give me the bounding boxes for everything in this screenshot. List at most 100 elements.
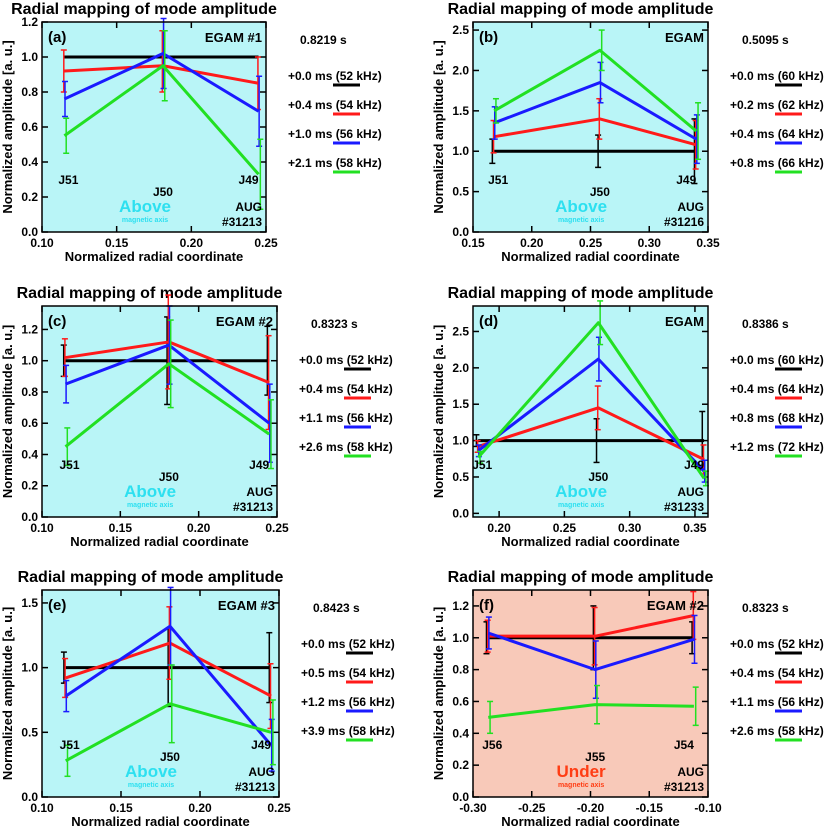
y-tick-label: 0.5 [21, 725, 38, 739]
x-tick-label: -0.25 [518, 801, 546, 815]
series-line [493, 117, 697, 147]
device-label: AUG [246, 485, 273, 499]
probe-label: J49 [684, 458, 704, 472]
y-tick-label: 0.8 [21, 385, 38, 399]
location-sub-label: magnetic axis [122, 217, 168, 224]
legend-entry: +0.0 ms (52 kHz) [730, 637, 824, 651]
y-tick-label: 0.2 [21, 190, 38, 204]
legend-entry: +0.4 ms (54 kHz) [730, 666, 824, 680]
plot-frame [41, 589, 280, 798]
legend-entry: +0.4 ms (54 kHz) [299, 382, 393, 396]
legend-entry: +2.6 ms (58 kHz) [730, 724, 824, 738]
series-line [493, 81, 698, 141]
legend-entry: +2.1 ms (58 kHz) [288, 156, 382, 170]
device-label: AUG [677, 485, 704, 499]
legend-entry: +1.2 ms (72 kHz) [730, 440, 824, 454]
legend-entry: +0.0 ms (52 kHz) [288, 69, 382, 83]
y-tick-label: 0.5 [452, 470, 469, 484]
shot-number: #31213 [235, 780, 275, 794]
time-label: 0.8386 s [742, 317, 789, 331]
series-green [63, 30, 264, 210]
x-axis-label: Normalized radial coordinate [65, 249, 243, 264]
y-tick-label: 0.0 [452, 790, 469, 804]
legend-entry: +0.4 ms (54 kHz) [288, 98, 382, 112]
mode-label: EGAM #3 [218, 598, 275, 613]
legend-entry: +0.0 ms (60 kHz) [730, 69, 824, 83]
location-sub-label: magnetic axis [128, 782, 174, 789]
series-line [64, 362, 271, 448]
series-line [488, 703, 694, 719]
series-green [492, 29, 702, 161]
series-line [63, 52, 260, 113]
time-label: 0.8219 s [300, 33, 347, 47]
device-label: AUG [248, 765, 275, 779]
probe-label: J56 [482, 738, 502, 752]
location-sub-label: magnetic axis [558, 782, 604, 789]
x-tick-label: 0.20 [180, 236, 204, 250]
x-tick-label: 0.15 [109, 521, 133, 535]
plot-frame [472, 21, 709, 233]
shot-number: #31233 [664, 500, 704, 514]
y-axis-label: Normalized amplitude [a. u.] [431, 607, 446, 780]
x-axis-label: Normalized radial coordinate [501, 249, 679, 264]
y-tick-label: 0.0 [21, 790, 38, 804]
y-tick-label: 1.5 [21, 596, 38, 610]
series-blue [62, 17, 263, 147]
legend-entry: +0.4 ms (64 kHz) [730, 382, 824, 396]
probe-label: J50 [588, 470, 608, 484]
location-sub-label: magnetic axis [127, 502, 173, 509]
x-tick-label: 0.20 [520, 236, 544, 250]
y-tick-label: 0.8 [21, 85, 38, 99]
series-line [487, 631, 695, 672]
series-line [63, 64, 260, 176]
series-line [477, 357, 706, 473]
x-tick-label: 0.30 [618, 521, 642, 535]
panel-title: Radial mapping of mode amplitude [11, 1, 277, 18]
location-sub-label: magnetic axis [558, 217, 604, 224]
panel-title: Radial mapping of mode amplitude [17, 285, 283, 302]
legend-entry: +3.9 ms (58 kHz) [301, 724, 395, 738]
x-tick-label: 0.20 [187, 521, 211, 535]
probe-label: J49 [249, 458, 269, 472]
y-tick-label: 0.2 [452, 758, 469, 772]
legend-entry: +0.0 ms (52 kHz) [301, 637, 395, 651]
probe-label: J51 [472, 458, 492, 472]
legend-entry: +0.8 ms (68 kHz) [730, 411, 824, 425]
panel-label: (d) [479, 313, 498, 330]
legend-entry: +0.8 ms (66 kHz) [730, 156, 824, 170]
y-tick-label: 1.0 [452, 631, 469, 645]
panel-title: Radial mapping of mode amplitude [448, 1, 714, 18]
legend-entry: +0.4 ms (64 kHz) [730, 127, 824, 141]
location-label: Above [555, 482, 607, 501]
panel-a: Radial mapping of mode amplitude 0.0 0.2 0.… [0, 1, 382, 264]
legend-entry: +0.2 ms (62 kHz) [730, 98, 824, 112]
time-label: 0.8423 s [313, 601, 360, 615]
time-label: 0.8323 s [311, 317, 358, 331]
y-tick-label: 1.0 [21, 354, 38, 368]
y-tick-label: 2.0 [452, 361, 469, 375]
x-tick-label: 0.25 [579, 236, 603, 250]
y-tick-label: 2.0 [452, 63, 469, 77]
y-tick-label: 0.2 [21, 479, 38, 493]
y-tick-label: 2.5 [452, 324, 469, 338]
y-tick-label: 1.0 [21, 661, 38, 675]
probe-label: J50 [153, 185, 173, 199]
series-line [477, 321, 706, 480]
x-tick-label: 0.25 [267, 801, 291, 815]
time-label: 0.8323 s [742, 601, 789, 615]
y-tick-label: 0.0 [452, 506, 469, 520]
legend-entry: +0.5 ms (54 kHz) [301, 666, 395, 680]
x-tick-label: 0.20 [487, 521, 511, 535]
device-label: AUG [677, 200, 704, 214]
panel-f: Radial mapping of mode amplitude 0.0 0.2 0.… [431, 569, 824, 829]
mode-label: EGAM [665, 30, 704, 45]
x-tick-label: 0.35 [683, 521, 707, 535]
plot-frame [41, 305, 278, 518]
y-axis-label: Normalized amplitude [a. u.] [431, 40, 446, 213]
mode-label: EGAM [665, 314, 704, 329]
y-tick-label: 0.4 [21, 155, 38, 169]
x-axis-label: Normalized radial coordinate [71, 814, 249, 829]
shot-number: #31213 [222, 215, 262, 229]
x-tick-label: -0.10 [694, 801, 722, 815]
location-sub-label: magnetic axis [558, 502, 604, 509]
